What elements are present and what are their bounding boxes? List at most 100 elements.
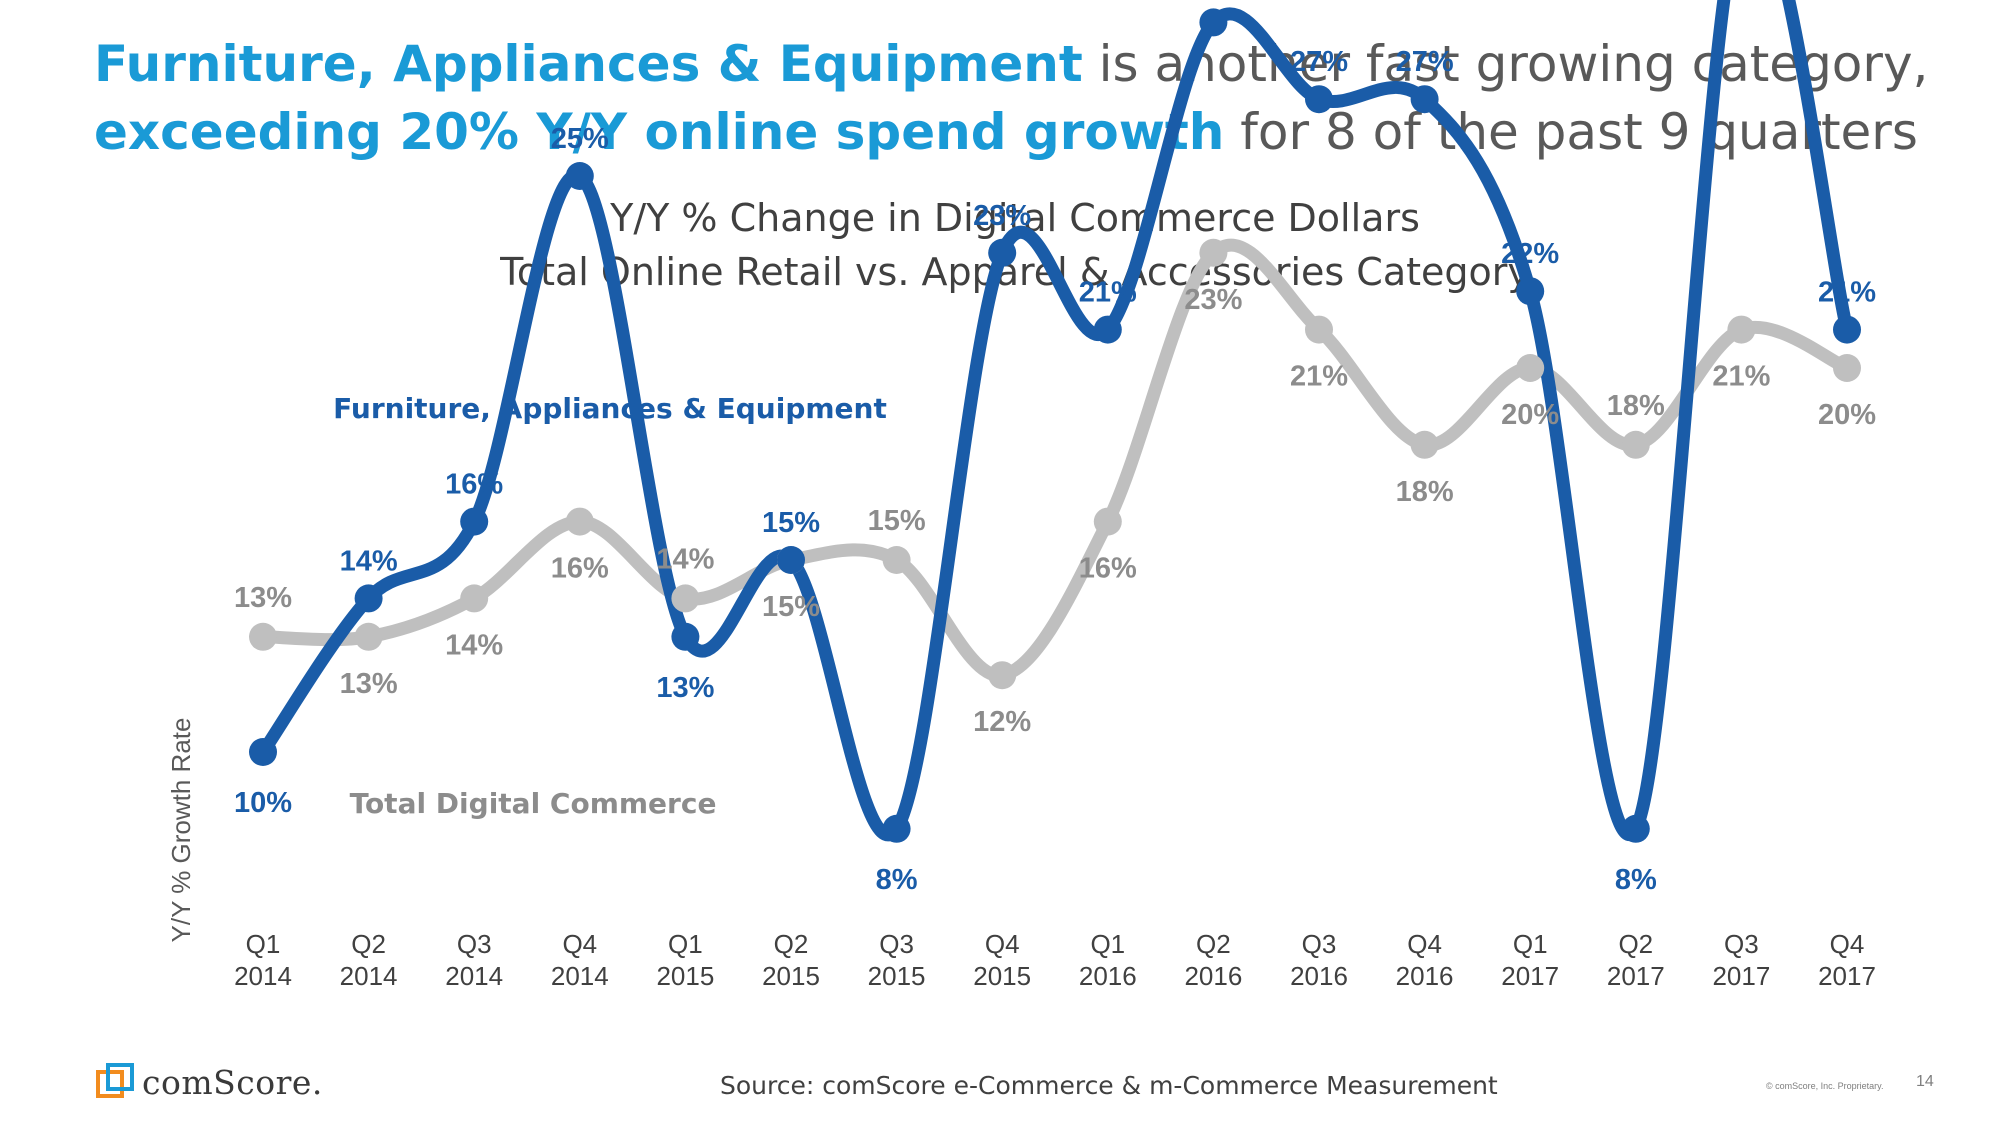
x-tick-label-year: 2016 (1290, 961, 1348, 991)
page-number: 14 (1916, 1073, 1934, 1090)
x-tick-label-year: 2016 (1396, 961, 1454, 991)
x-tick-label-year: 2015 (762, 961, 820, 991)
x-tick-label-quarter: Q2 (774, 929, 809, 959)
x-tick-label-quarter: Q1 (668, 929, 703, 959)
data-label-furniture: 21% (1818, 277, 1876, 309)
marker-total-digital-commerce (882, 546, 911, 574)
x-tick-label-year: 2014 (445, 961, 503, 991)
data-label-furniture: 23% (973, 200, 1031, 232)
x-tick-label-quarter: Q1 (1090, 929, 1125, 959)
x-tick-label-quarter: Q4 (1407, 929, 1442, 959)
data-label-total-digital-commerce: 21% (1712, 361, 1770, 393)
data-label-furniture: 13% (656, 672, 714, 704)
data-label-total-digital-commerce: 18% (1607, 390, 1665, 422)
data-label-furniture: 10% (234, 787, 292, 819)
x-tick-label-year: 2017 (1818, 961, 1876, 991)
marker-total-digital-commerce (354, 622, 383, 651)
x-tick-label-year: 2014 (234, 961, 292, 991)
x-tick-label-quarter: Q2 (1196, 929, 1231, 959)
data-label-furniture: 27% (1396, 46, 1454, 78)
marker-furniture (354, 584, 383, 613)
marker-furniture (1199, 8, 1228, 37)
headline-highlight-2: exceeding 20% Y/Y online spend growth (94, 103, 1225, 161)
copyright: © comScore, Inc. Proprietary. (1766, 1081, 1884, 1091)
data-label-furniture: 16% (445, 469, 503, 501)
data-label-total-digital-commerce: 21% (1290, 361, 1348, 393)
x-tick-label-quarter: Q4 (1830, 929, 1865, 959)
data-label-total-digital-commerce: 14% (445, 629, 503, 661)
marker-total-digital-commerce (1516, 354, 1545, 382)
x-tick-label-year: 2017 (1501, 961, 1559, 991)
data-label-total-digital-commerce: 20% (1501, 399, 1559, 431)
marker-furniture (777, 546, 805, 574)
marker-total-digital-commerce (1621, 430, 1650, 459)
data-label-furniture: 27% (1290, 46, 1348, 78)
marker-total-digital-commerce (1833, 354, 1861, 382)
x-tick-label-quarter: Q4 (985, 929, 1020, 959)
x-tick-label-year: 2014 (551, 961, 609, 991)
x-tick-label-year: 2015 (656, 961, 714, 991)
marker-total-digital-commerce (565, 507, 594, 536)
data-label-total-digital-commerce: 14% (656, 543, 714, 575)
marker-total-digital-commerce (1199, 238, 1228, 267)
data-label-furniture: 15% (762, 507, 820, 539)
data-label-total-digital-commerce: 16% (551, 553, 609, 585)
x-tick-label-quarter: Q3 (879, 929, 914, 959)
x-tick-label-quarter: Q1 (1513, 929, 1548, 959)
marker-furniture (882, 814, 911, 843)
x-tick-label-quarter: Q2 (351, 929, 386, 959)
x-tick-label-year: 2017 (1607, 961, 1665, 991)
marker-furniture (1621, 814, 1650, 843)
x-tick-label-quarter: Q1 (246, 929, 281, 959)
x-tick-label-quarter: Q2 (1618, 929, 1653, 959)
y-axis-label: Y/Y % Growth Rate (166, 718, 196, 943)
marker-total-digital-commerce (249, 622, 277, 651)
marker-furniture (1833, 315, 1861, 344)
marker-total-digital-commerce (1727, 315, 1756, 344)
headline-highlight-1: Furniture, Appliances & Equipment (94, 35, 1083, 93)
data-label-total-digital-commerce: 13% (234, 582, 292, 614)
marker-furniture (1093, 315, 1122, 344)
data-label-furniture: 29% (1184, 0, 1242, 1)
x-tick-label-year: 2014 (340, 961, 398, 991)
series-name-furniture: Furniture, Appliances & Equipment (333, 392, 887, 425)
series-name-total-digital-commerce: Total Digital Commerce (350, 787, 717, 820)
data-label-furniture: 21% (1079, 277, 1137, 309)
marker-furniture (460, 507, 489, 536)
data-label-total-digital-commerce: 15% (868, 505, 926, 537)
marker-total-digital-commerce (1093, 507, 1122, 536)
marker-total-digital-commerce (988, 661, 1017, 690)
source-note: Source: comScore e-Commerce & m-Commerce… (720, 1071, 1498, 1100)
marker-furniture (1305, 85, 1333, 114)
marker-furniture (671, 622, 700, 651)
marker-furniture (565, 162, 594, 190)
headline-rest-1: is another fast growing category, (1082, 35, 1929, 93)
comscore-logo-text: comScore. (142, 1063, 323, 1102)
data-label-total-digital-commerce: 15% (762, 591, 820, 623)
x-tick-label-quarter: Q3 (1724, 929, 1759, 959)
x-tick-label-quarter: Q4 (562, 929, 597, 959)
data-label-total-digital-commerce: 18% (1396, 476, 1454, 508)
data-label-furniture: 25% (551, 123, 609, 155)
x-tick-label-year: 2015 (868, 961, 926, 991)
headline-line-1: Furniture, Appliances & Equipment is ano… (94, 30, 1974, 98)
marker-furniture (1516, 277, 1545, 306)
marker-total-digital-commerce (671, 584, 700, 613)
marker-furniture (988, 238, 1017, 267)
data-label-total-digital-commerce: 12% (973, 706, 1031, 738)
data-label-total-digital-commerce: 13% (340, 668, 398, 700)
x-tick-label-year: 2016 (1184, 961, 1242, 991)
marker-total-digital-commerce (1305, 315, 1333, 344)
x-tick-label-quarter: Q3 (457, 929, 492, 959)
marker-total-digital-commerce (1410, 430, 1439, 459)
marker-furniture (1410, 85, 1439, 114)
x-tick-label-year: 2015 (973, 961, 1031, 991)
x-tick-label-quarter: Q3 (1302, 929, 1337, 959)
x-tick-label-year: 2017 (1712, 961, 1770, 991)
marker-furniture (249, 738, 277, 766)
data-label-total-digital-commerce: 20% (1818, 399, 1876, 431)
comscore-logo-icon (96, 1063, 134, 1098)
data-label-furniture: 22% (1501, 238, 1559, 270)
data-label-total-digital-commerce: 23% (1184, 284, 1242, 316)
